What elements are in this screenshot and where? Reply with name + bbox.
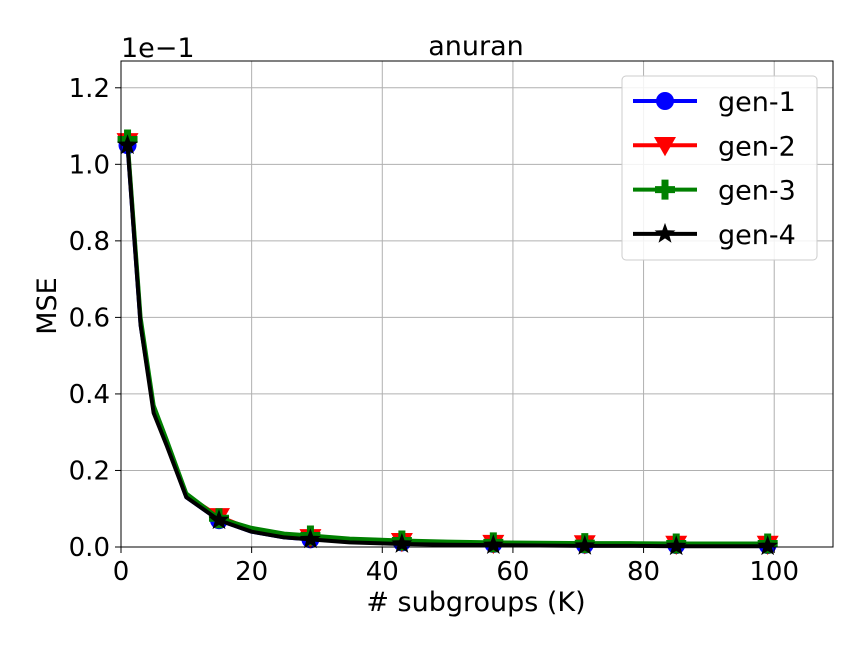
plot-series	[116, 129, 779, 556]
chart-title: anuran	[428, 31, 524, 62]
y-axis-label: MSE	[32, 277, 63, 335]
series-line-gen-3	[125, 137, 770, 546]
legend-label: gen-1	[718, 87, 796, 118]
y-tick-label: 0.0	[69, 533, 110, 563]
legend-entry-gen-1: gen-1	[633, 87, 796, 118]
x-tick-label: 80	[627, 557, 660, 587]
y-tick-label: 0.2	[69, 456, 110, 486]
legend-label: gen-4	[718, 220, 796, 251]
x-tick-label: 0	[113, 557, 130, 587]
data-point-gen-4	[757, 535, 779, 556]
y-tick-label: 0.6	[69, 303, 110, 333]
plot-frame	[120, 60, 834, 548]
series-gen-4	[117, 134, 779, 556]
legend-marker-gen-4	[654, 222, 676, 243]
y-tick-label: 1.2	[69, 74, 110, 104]
data-point-gen-4	[117, 134, 138, 155]
axis-ticks: 0 20 40 60 80 100 0.0 0.2 0.4 0.6 0.8 1.0 1.2	[69, 74, 799, 587]
x-tick-label: 40	[366, 557, 399, 587]
legend-marker-gen-2	[654, 137, 676, 157]
y-offset-label: 1e−1	[121, 33, 195, 64]
legend-box	[621, 75, 818, 261]
legend-label: gen-2	[718, 131, 796, 162]
data-point-gen-4	[391, 532, 413, 553]
x-tick-label: 100	[749, 557, 799, 587]
legend-label: gen-3	[718, 176, 796, 207]
legend-entry-gen-3: gen-3	[633, 176, 796, 207]
x-axis-label: # subgroups (K)	[366, 587, 585, 618]
data-point-gen-4	[208, 509, 230, 530]
legend-marker-gen-1	[656, 92, 674, 110]
y-tick-label: 0.4	[69, 380, 110, 410]
x-tick-label: 60	[496, 557, 529, 587]
legend-marker-gen-3	[655, 179, 675, 200]
legend-entry-gen-4: gen-4	[633, 220, 796, 251]
data-point-gen-4	[665, 535, 687, 556]
data-point-gen-4	[299, 528, 321, 549]
data-point-gen-4	[574, 534, 596, 555]
data-point-gen-4	[482, 534, 504, 554]
x-tick-label: 20	[235, 557, 268, 587]
y-tick-label: 1.0	[69, 150, 110, 180]
y-tick-label: 0.8	[69, 227, 110, 257]
legend: gen-1 gen-2 gen-3 gen-4	[621, 75, 818, 261]
series-line-gen-4	[125, 143, 770, 549]
legend-entry-gen-2: gen-2	[633, 131, 796, 162]
